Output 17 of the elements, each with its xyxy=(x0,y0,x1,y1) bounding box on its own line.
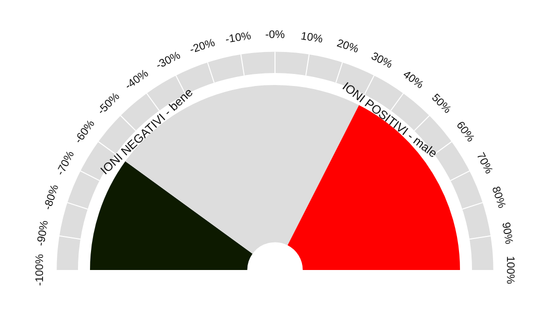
text: 70% xyxy=(474,150,495,176)
text: 100% xyxy=(504,256,516,284)
text: 80% xyxy=(489,185,508,210)
text: 90% xyxy=(499,221,515,246)
text: 10% xyxy=(300,30,324,46)
text: -30% xyxy=(154,49,183,72)
text: 20% xyxy=(335,37,360,56)
text: -10% xyxy=(224,30,252,46)
text: 30% xyxy=(369,50,394,72)
text: -40% xyxy=(123,67,152,92)
text: -70% xyxy=(54,149,77,178)
text: 40% xyxy=(400,68,426,92)
text: -100% xyxy=(34,254,46,286)
text: -20% xyxy=(188,36,217,56)
text: -0% xyxy=(265,29,285,42)
text: -90% xyxy=(35,219,51,247)
text: -80% xyxy=(42,183,62,212)
